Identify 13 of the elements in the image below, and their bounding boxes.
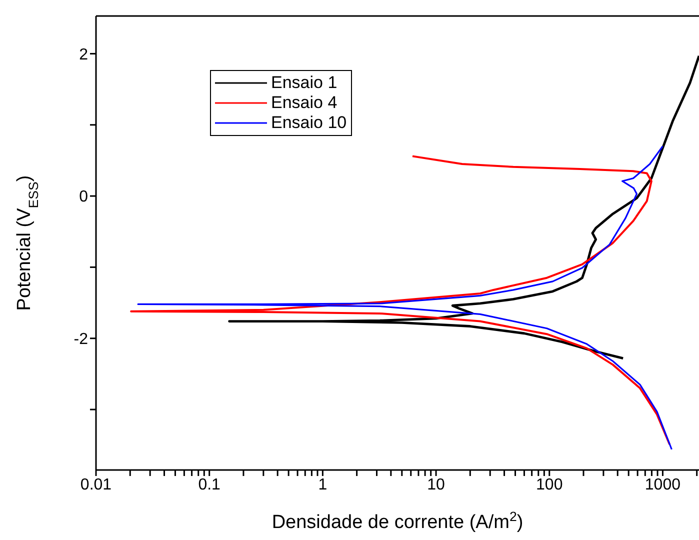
y-tick-label: -2 [74,331,88,348]
x-tick-label: 1000 [644,476,681,494]
x-tick-label: 100 [536,476,563,494]
legend-label: Ensaio 4 [271,93,338,113]
legend-label: Ensaio 1 [271,73,338,93]
legend-label: Ensaio 10 [271,113,347,133]
y-tick-label: 0 [79,188,88,206]
x-tick-label: 10 [427,476,446,494]
x-axis-title: Densidade de corrente (A/m$^{2}$) [272,508,524,533]
x-tick-label: 1 [318,476,328,494]
x-tick-label: 0.1 [198,476,221,494]
y-tick-label: 2 [79,46,88,64]
x-tick-label: 0.01 [80,476,112,494]
